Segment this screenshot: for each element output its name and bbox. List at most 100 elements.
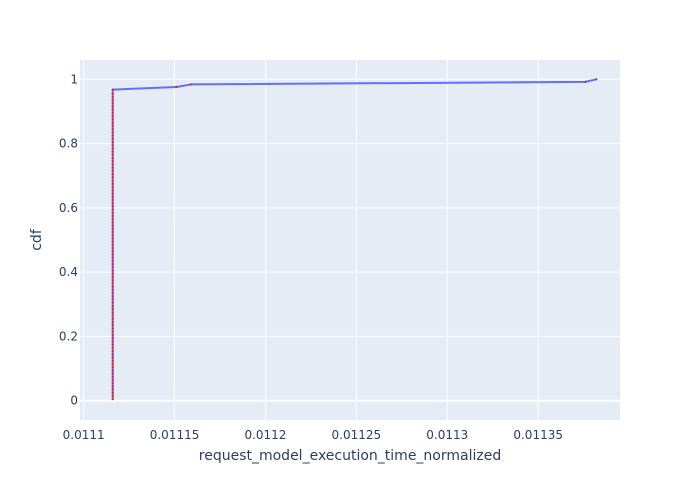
- y-tick-label: 0.2: [59, 329, 78, 343]
- data-point: [111, 237, 114, 240]
- tick-labels: 0.0111 0.01115 0.0112 0.01125 0.0113 0.01135 0…: [59, 72, 563, 442]
- data-point: [111, 304, 114, 307]
- data-point: [111, 185, 114, 189]
- data-point: [111, 140, 114, 144]
- data-point: [111, 118, 114, 121]
- data-point: [111, 108, 114, 111]
- x-axis-title: request_model_execution_time_normalized: [199, 448, 501, 464]
- data-point: [111, 105, 114, 108]
- data-point: [111, 95, 114, 99]
- data-point: [111, 250, 114, 253]
- data-point: [111, 365, 114, 369]
- data-point: [111, 317, 114, 320]
- data-point: [111, 298, 114, 301]
- y-tick-label: 0.4: [59, 265, 78, 279]
- data-point: [111, 92, 114, 95]
- data-point: [111, 275, 114, 279]
- data-point: [111, 327, 114, 330]
- data-point: [111, 211, 114, 214]
- data-point: [111, 115, 114, 118]
- data-point: [111, 285, 114, 288]
- data-point: [111, 179, 114, 182]
- data-point: [111, 88, 114, 91]
- data-point: [111, 346, 114, 349]
- data-point: [111, 134, 114, 137]
- data-point: [111, 137, 114, 140]
- data-point: [111, 272, 114, 275]
- data-point: [111, 121, 114, 124]
- data-point: [111, 256, 114, 259]
- data-point: [111, 176, 114, 179]
- data-point: [111, 166, 114, 169]
- data-point: [111, 288, 114, 291]
- x-tick-label: 0.0112: [244, 428, 286, 442]
- data-point: [111, 224, 114, 227]
- data-point: [111, 359, 114, 362]
- data-point: [595, 78, 598, 81]
- data-point: [111, 150, 114, 153]
- data-point: [111, 381, 114, 385]
- data-point: [111, 353, 114, 356]
- data-point: [111, 99, 114, 102]
- data-point: [111, 221, 114, 224]
- y-tick-label: 0.8: [59, 137, 78, 151]
- data-point: [111, 234, 114, 237]
- data-point: [111, 330, 114, 333]
- data-point: [111, 378, 114, 381]
- data-point: [111, 201, 114, 205]
- data-point: [111, 144, 114, 147]
- cdf-series: [111, 78, 598, 401]
- data-point: [111, 391, 114, 394]
- data-point: [111, 266, 114, 269]
- data-point: [111, 394, 114, 397]
- data-point: [111, 189, 114, 192]
- gridlines: [80, 60, 620, 420]
- data-point: [111, 131, 114, 134]
- data-point: [111, 205, 114, 208]
- data-point: [111, 182, 114, 185]
- data-point: [111, 301, 114, 304]
- data-point: [111, 333, 114, 336]
- data-point: [111, 243, 114, 246]
- data-point: [111, 124, 114, 127]
- x-tick-label: 0.01135: [513, 428, 563, 442]
- data-point: [111, 291, 114, 295]
- data-point: [111, 282, 114, 285]
- data-point: [189, 83, 193, 86]
- data-point: [111, 336, 114, 340]
- x-tick-label: 0.01125: [332, 428, 382, 442]
- data-point: [111, 375, 114, 378]
- data-point: [111, 369, 114, 372]
- data-point: [111, 259, 114, 262]
- data-point: [111, 253, 114, 256]
- data-point: [111, 388, 114, 391]
- y-tick-label: 0.6: [59, 201, 78, 215]
- data-point: [111, 311, 114, 314]
- data-point: [111, 147, 114, 150]
- data-point: [111, 227, 114, 230]
- data-point: [111, 246, 114, 250]
- data-point: [111, 295, 114, 298]
- y-tick-label: 0: [70, 394, 78, 408]
- data-point: [111, 349, 114, 352]
- data-point: [111, 314, 114, 317]
- data-point: [111, 356, 114, 359]
- data-point: [111, 163, 114, 166]
- y-axis-title: cdf: [29, 228, 45, 251]
- data-point: [111, 192, 114, 195]
- data-point: [111, 385, 114, 388]
- data-point: [111, 160, 114, 163]
- data-point: [111, 263, 114, 266]
- x-tick-label: 0.0111: [63, 428, 105, 442]
- data-point: [111, 324, 114, 327]
- x-tick-label: 0.0113: [426, 428, 468, 442]
- data-point: [111, 198, 114, 201]
- data-point: [111, 218, 114, 221]
- data-point: [111, 279, 114, 282]
- data-point: [111, 340, 114, 343]
- data-point: [111, 173, 114, 176]
- data-point: [111, 111, 114, 115]
- data-point: [111, 343, 114, 346]
- data-point: [111, 208, 114, 211]
